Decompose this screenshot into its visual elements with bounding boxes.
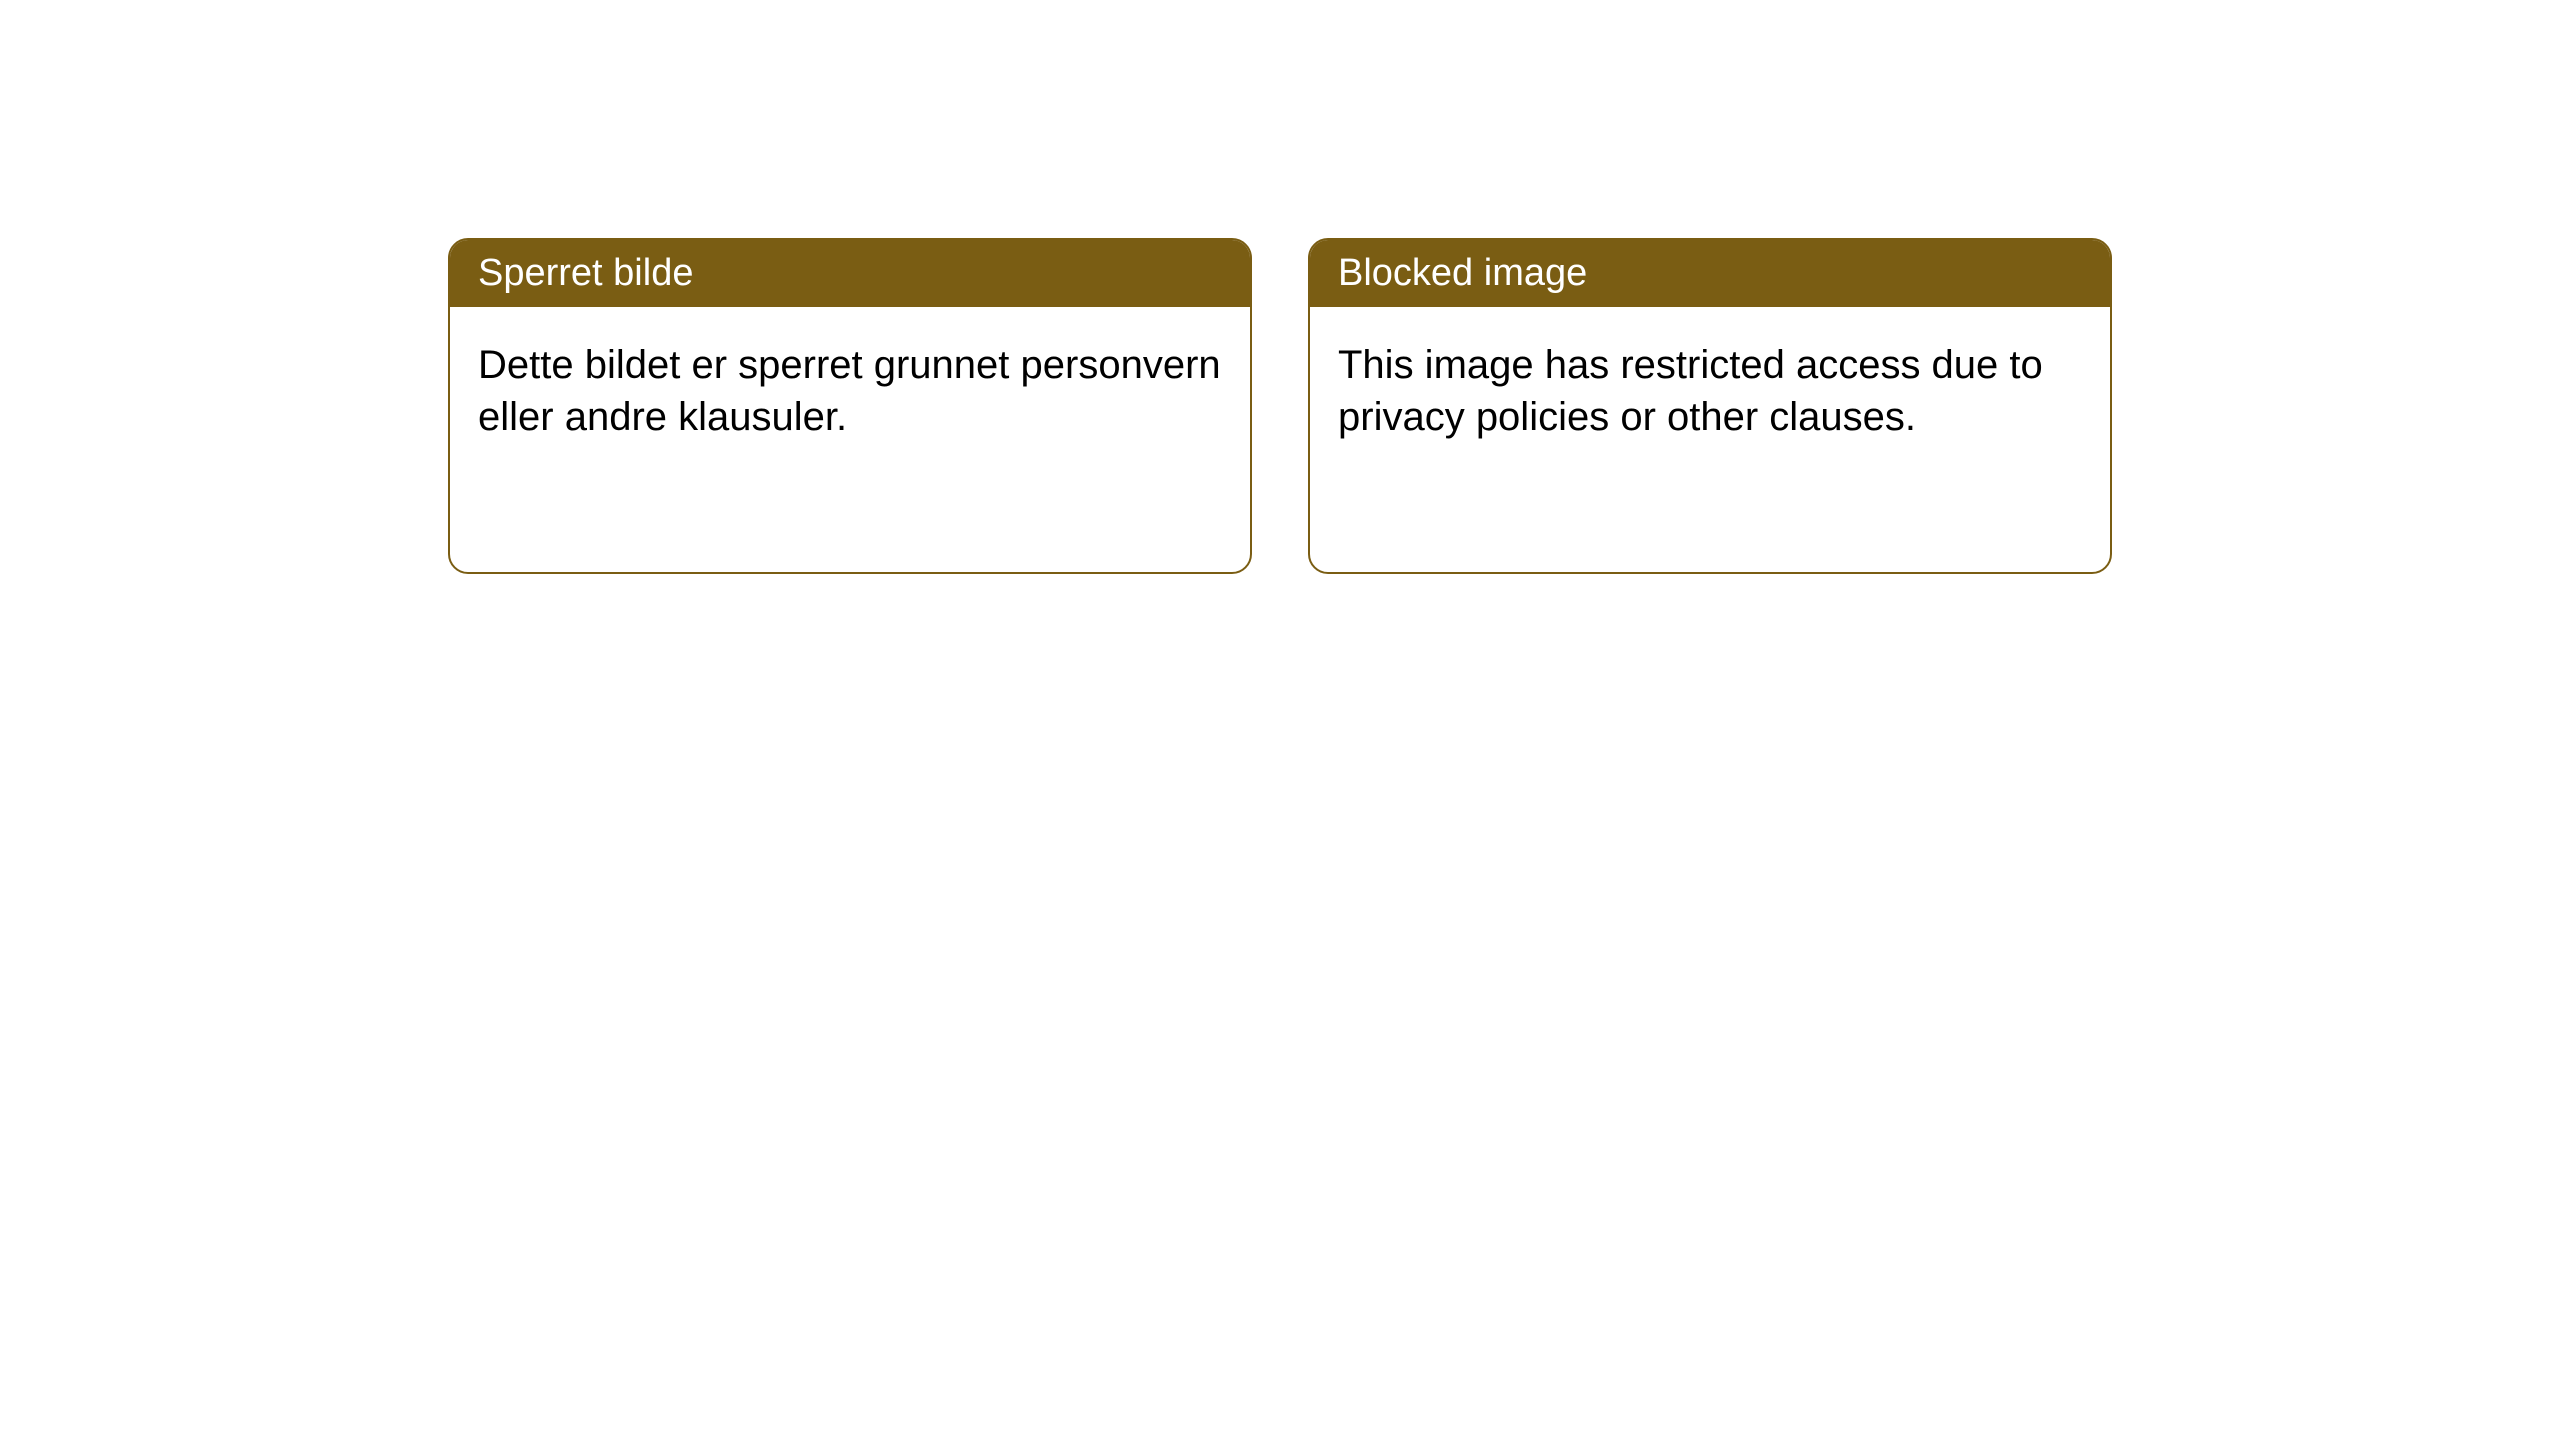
notice-title: Blocked image: [1310, 240, 2110, 307]
notice-card-norwegian: Sperret bilde Dette bildet er sperret gr…: [448, 238, 1252, 574]
notice-body: Dette bildet er sperret grunnet personve…: [450, 307, 1250, 475]
notice-container: Sperret bilde Dette bildet er sperret gr…: [448, 238, 2112, 574]
notice-card-english: Blocked image This image has restricted …: [1308, 238, 2112, 574]
notice-body: This image has restricted access due to …: [1310, 307, 2110, 475]
notice-title: Sperret bilde: [450, 240, 1250, 307]
